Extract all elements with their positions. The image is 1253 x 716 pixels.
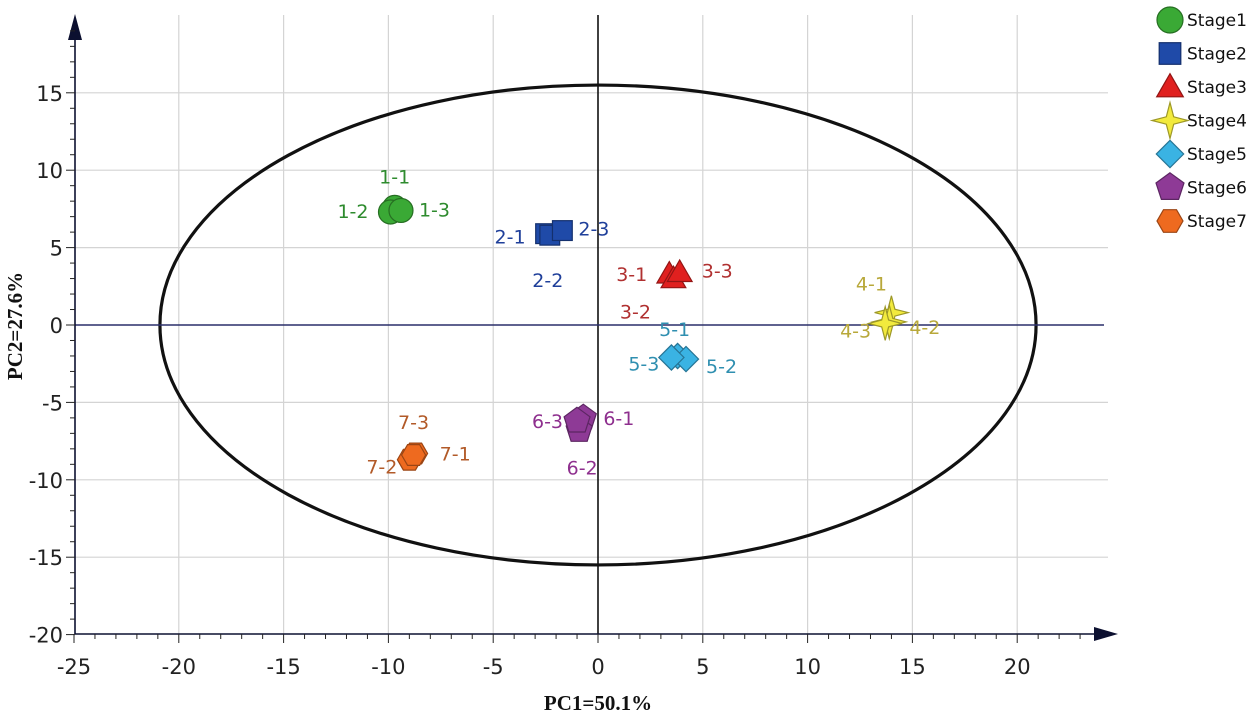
point-label-2-1: 2-1: [495, 227, 526, 249]
x-tick-label: -20: [162, 655, 196, 679]
legend-marker-stage1: [1156, 6, 1184, 34]
x-tick-label: -25: [57, 655, 91, 679]
point-label-6-1: 6-1: [603, 408, 634, 430]
y-axis-arrow: [68, 14, 82, 40]
point-label-5-3: 5-3: [628, 354, 659, 376]
point-label-4-1: 4-1: [856, 274, 887, 296]
point-3-3: [666, 258, 694, 283]
point-label-5-1: 5-1: [659, 319, 690, 341]
data-points: [377, 194, 911, 471]
legend-marker-stage7: [1156, 209, 1184, 233]
legend-marker-stage3: [1155, 72, 1185, 98]
legend: Stage1 Stage2 Stage3 Stage4 Stage5 Stage6 Stag…: [1149, 6, 1247, 233]
y-tick-label: -20: [29, 624, 63, 648]
legend-label-stage4: Stage4: [1187, 112, 1247, 132]
x-tick-label: 5: [696, 655, 709, 679]
legend-label-stage6: Stage6: [1187, 179, 1247, 199]
point-label-4-2: 4-2: [909, 317, 940, 339]
point-label-6-2: 6-2: [567, 457, 598, 479]
y-tick-label: 15: [36, 82, 63, 106]
y-tick-label: -10: [29, 469, 63, 493]
point-1-3: [388, 197, 414, 224]
point-label-7-3: 7-3: [398, 412, 429, 434]
point-4-3: [866, 304, 903, 341]
point-label-3-1: 3-1: [616, 264, 647, 286]
point-2-3: [551, 220, 573, 242]
legend-label-stage5: Stage5: [1187, 145, 1247, 165]
point-label-1-1: 1-1: [379, 166, 410, 188]
point-label-6-3: 6-3: [532, 411, 563, 433]
x-axis-arrow: [1094, 627, 1118, 641]
x-tick-label: -5: [483, 655, 504, 679]
y-tick-label: -5: [42, 391, 63, 415]
point-label-1-3: 1-3: [419, 199, 450, 221]
y-tick-label: 5: [50, 237, 63, 261]
legend-label-stage7: Stage7: [1187, 212, 1247, 232]
x-tick-label: 15: [899, 655, 926, 679]
tick-marks: [66, 30, 1081, 643]
point-label-7-2: 7-2: [366, 457, 397, 479]
legend-marker-stage2: [1158, 42, 1182, 65]
axes: [68, 14, 1118, 641]
point-label-3-2: 3-2: [620, 302, 651, 324]
point-label-3-3: 3-3: [702, 260, 733, 282]
point-label-1-2: 1-2: [337, 201, 368, 223]
point-5-3: [657, 344, 685, 371]
x-tick-label: 10: [794, 655, 821, 679]
y-tick-label: 0: [50, 314, 63, 338]
point-label-7-1: 7-1: [440, 443, 471, 465]
tick-labels: -25 -20 -15 -10 -5 0 5 10 15 20 -20 -15 -10 -5 0 5 10 15: [29, 82, 1031, 679]
y-tick-label: 10: [36, 159, 63, 183]
x-tick-label: -15: [266, 655, 300, 679]
x-tick-label: 0: [591, 655, 604, 679]
y-axis-title: PC2=27.6%: [3, 272, 27, 380]
point-labels: 1-11-2 1-32-12-22-33-13-23-34-14-24-35-15…: [337, 166, 940, 479]
legend-label-stage2: Stage2: [1187, 45, 1247, 65]
legend-label-stage3: Stage3: [1187, 78, 1247, 98]
legend-marker-stage6: [1155, 172, 1185, 200]
point-label-5-2: 5-2: [706, 356, 737, 378]
x-axis-title: PC1=50.1%: [544, 691, 652, 715]
point-6-3: [563, 406, 591, 433]
point-label-2-2: 2-2: [532, 270, 563, 292]
x-tick-label: 20: [1004, 655, 1031, 679]
y-tick-label: -15: [29, 546, 63, 570]
legend-marker-stage5: [1155, 139, 1185, 169]
legend-marker-stage4: [1149, 100, 1191, 141]
point-label-2-3: 2-3: [578, 219, 609, 241]
point-label-4-3: 4-3: [840, 320, 871, 342]
legend-label-stage1: Stage1: [1187, 11, 1247, 31]
point-7-3: [400, 444, 427, 466]
x-tick-label: -10: [371, 655, 405, 679]
